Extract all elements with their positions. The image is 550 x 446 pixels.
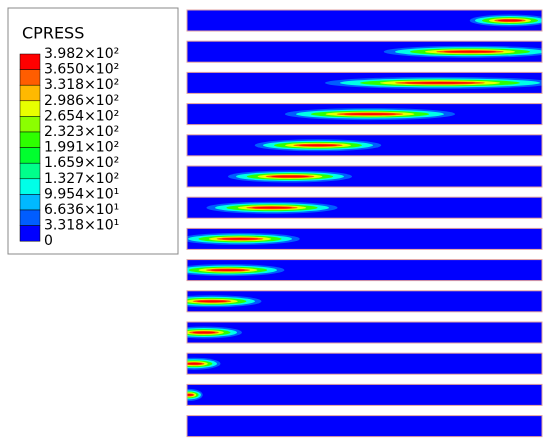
legend-label: 1.991×10²	[44, 140, 119, 156]
strip-border	[186, 259, 543, 282]
pressure-zone	[252, 206, 292, 209]
legend-swatch	[19, 225, 41, 242]
pressure-zone	[221, 238, 259, 240]
strip-border	[186, 383, 543, 406]
strip-border	[186, 290, 543, 313]
legend-swatch	[19, 69, 41, 86]
strip-base	[187, 259, 542, 281]
legend-label: 3.982×10²	[44, 46, 119, 62]
legend-swatch	[19, 147, 41, 164]
pressure-zone	[298, 144, 338, 147]
strip-border	[186, 321, 543, 344]
pressure-zone	[187, 362, 203, 365]
strip-border	[186, 227, 543, 250]
contour-strip	[187, 134, 542, 156]
contour-strip	[187, 166, 542, 187]
strip-border	[186, 134, 543, 157]
legend-swatch	[19, 162, 41, 180]
contour-strip	[187, 197, 542, 219]
contour-strip	[187, 103, 542, 125]
strip-border	[186, 352, 543, 375]
strip-border	[186, 71, 543, 94]
legend-title: CPRESS	[22, 24, 84, 43]
contour-strip	[187, 41, 542, 63]
legend-label: 1.659×10²	[44, 155, 119, 171]
contour-strip	[187, 290, 542, 312]
strip-base	[187, 353, 542, 375]
legend-swatch	[19, 194, 41, 211]
contour-strip	[187, 72, 542, 94]
legend-swatch	[19, 100, 41, 117]
contour-strip	[187, 10, 542, 31]
legend-label: 2.323×10²	[44, 124, 119, 140]
legend-label: 6.636×10¹	[44, 202, 119, 218]
strip-border	[186, 103, 543, 126]
pressure-zone	[344, 113, 396, 115]
legend-swatch	[19, 84, 41, 102]
legend-swatch	[19, 209, 41, 226]
strip-border	[186, 40, 543, 63]
legend-swatch	[19, 53, 41, 70]
pressure-zone	[405, 82, 475, 84]
pressure-zone	[192, 331, 216, 334]
strip-base	[187, 290, 542, 312]
pressure-zone	[196, 300, 228, 303]
pressure-zone	[187, 394, 194, 396]
contour-strip	[187, 322, 542, 343]
legend-label: 3.650×10²	[44, 62, 119, 78]
legend-label: 2.654×10²	[44, 108, 119, 124]
strip-border	[186, 196, 543, 219]
strip-border	[186, 9, 543, 32]
legend-label: 0	[44, 233, 53, 249]
pressure-zone	[443, 50, 497, 53]
contour-strip	[187, 384, 542, 406]
legend-swatch	[19, 178, 41, 195]
legend-label: 2.986×10²	[44, 93, 119, 109]
strip-base	[187, 322, 542, 343]
legend-label: 9.954×10¹	[44, 186, 119, 202]
legend-swatch	[19, 116, 41, 133]
pressure-zone	[271, 175, 309, 178]
pressure-zone	[210, 269, 246, 271]
strip-border	[186, 415, 543, 438]
strip-border	[186, 165, 543, 188]
legend-label: 1.327×10²	[44, 171, 119, 187]
legend-label: 3.318×10¹	[44, 218, 119, 234]
strip-base	[187, 384, 542, 406]
strip-base	[187, 10, 542, 31]
legend-swatch	[19, 131, 41, 148]
contour-strip	[187, 353, 542, 375]
pressure-zone	[497, 19, 523, 22]
legend-label: 3.318×10²	[44, 77, 119, 93]
strip-base	[187, 415, 542, 437]
contour-strip	[187, 259, 542, 281]
contour-strip	[187, 415, 542, 437]
contour-strip	[187, 228, 542, 250]
strip-base	[187, 228, 542, 250]
